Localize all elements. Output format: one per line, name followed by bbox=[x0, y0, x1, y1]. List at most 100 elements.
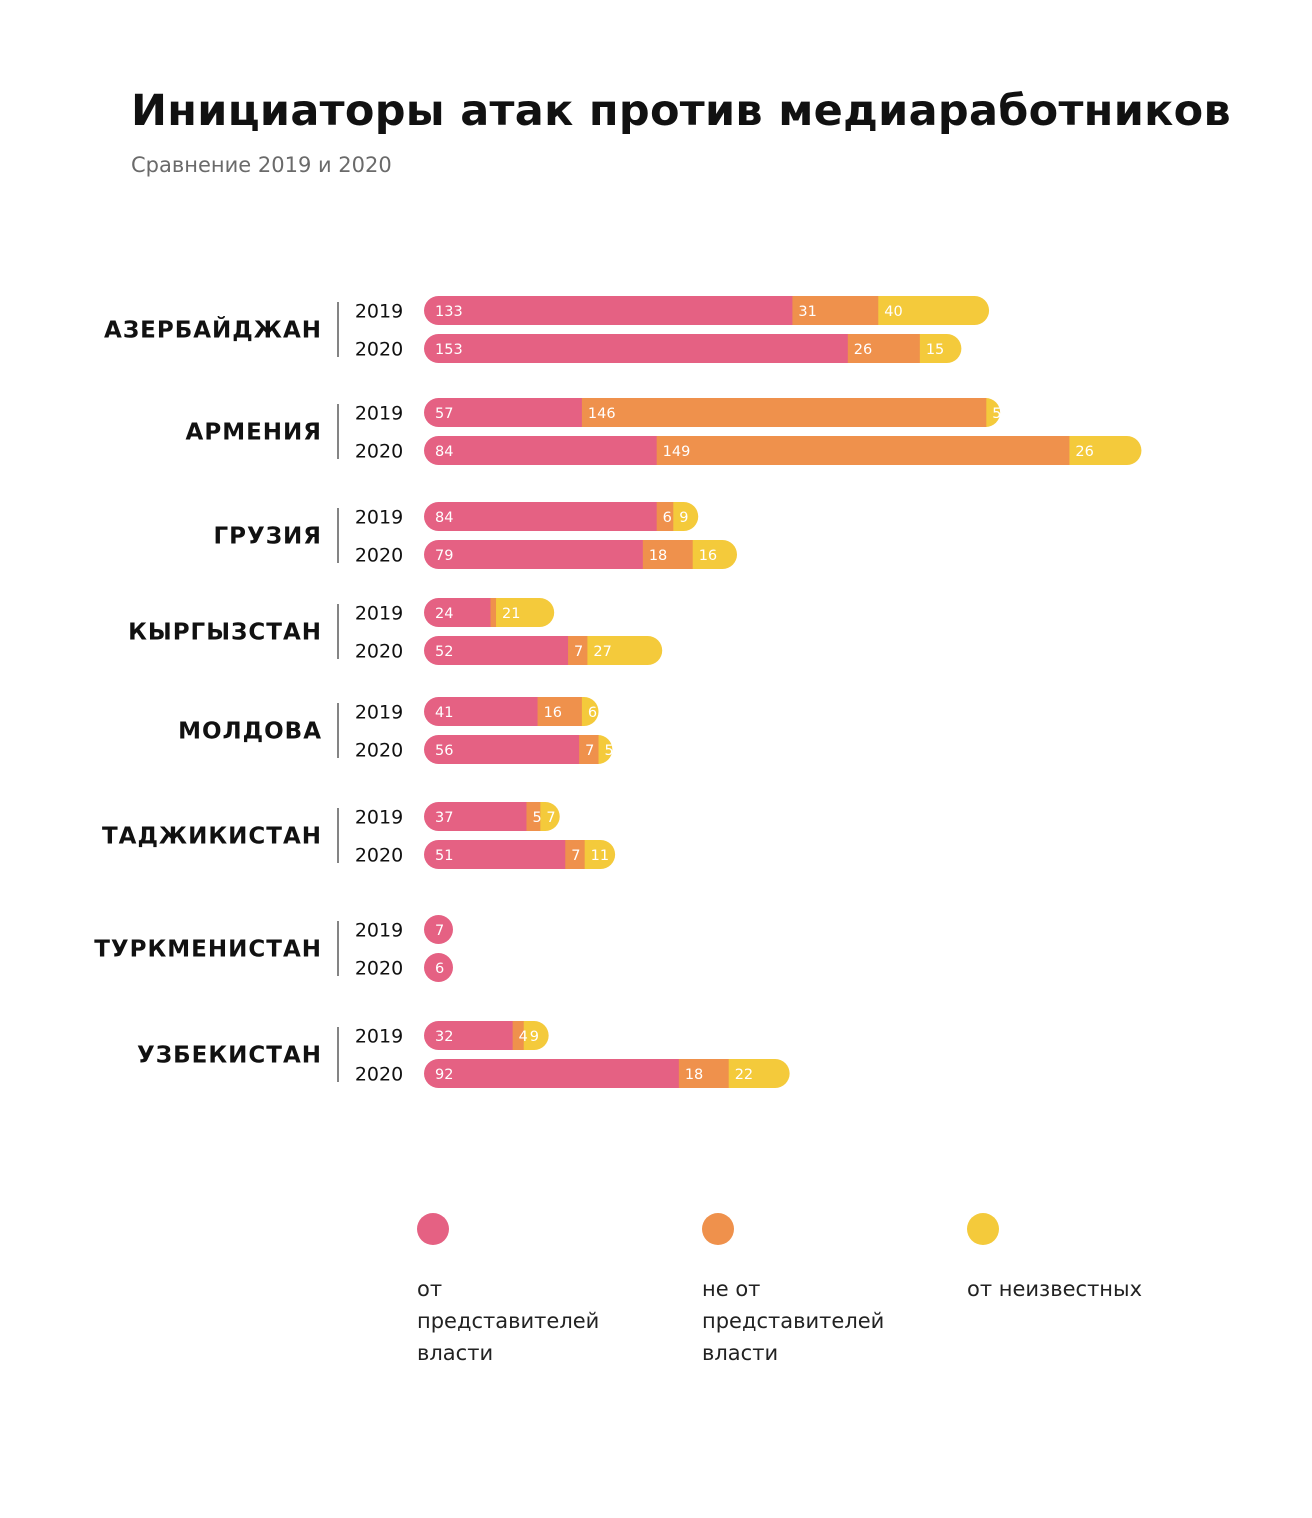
country-label: МОЛДОВА bbox=[178, 719, 322, 745]
value-label: 52 bbox=[435, 644, 453, 660]
segment-authorities bbox=[424, 953, 453, 982]
value-label: 4 bbox=[519, 1029, 528, 1045]
stacked-bar bbox=[424, 398, 1001, 427]
value-label: 16 bbox=[699, 548, 717, 564]
segment-non-authorities bbox=[568, 636, 588, 665]
year-label: 2020 bbox=[355, 441, 403, 463]
year-label: 2019 bbox=[355, 603, 403, 625]
segment-unknown bbox=[540, 802, 560, 831]
value-label: 18 bbox=[685, 1067, 703, 1083]
segment-non-authorities bbox=[537, 697, 583, 726]
legend-swatch-non-authorities bbox=[702, 1213, 734, 1245]
stacked-bar bbox=[424, 953, 453, 982]
value-label: 146 bbox=[588, 406, 616, 422]
stacked-bar bbox=[424, 636, 663, 665]
value-label: 56 bbox=[435, 743, 453, 759]
segment-authorities bbox=[424, 915, 453, 944]
segment-authorities bbox=[424, 735, 580, 764]
segment-non-authorities bbox=[526, 802, 541, 831]
value-label: 21 bbox=[502, 606, 520, 622]
segment-unknown bbox=[919, 334, 962, 363]
segment-authorities bbox=[424, 1059, 680, 1088]
segment-non-authorities bbox=[792, 296, 879, 325]
segment-non-authorities bbox=[678, 1059, 730, 1088]
segment-non-authorities bbox=[453, 915, 462, 944]
year-label: 2020 bbox=[355, 1064, 403, 1086]
stacked-bar-chart: АЗЕРБАЙДЖАН 2019 133 31 40 2020 153 26 15 АРМЕНИЯ… bbox=[94, 296, 1142, 1088]
value-label: 16 bbox=[544, 705, 562, 721]
value-label: 15 bbox=[926, 342, 944, 358]
value-label: 5 bbox=[992, 406, 1001, 422]
segment-unknown bbox=[986, 398, 1001, 427]
value-label: 57 bbox=[435, 406, 453, 422]
value-label: 7 bbox=[571, 848, 580, 864]
year-label: 2020 bbox=[355, 641, 403, 663]
year-label: 2019 bbox=[355, 507, 403, 529]
value-label: 92 bbox=[435, 1067, 453, 1083]
segment-non-authorities bbox=[581, 398, 987, 427]
value-label: 18 bbox=[649, 548, 667, 564]
country-label: ТАДЖИКИСТАН bbox=[102, 824, 322, 850]
year-label: 2019 bbox=[355, 807, 403, 829]
segment-authorities bbox=[424, 598, 491, 627]
segment-non-authorities bbox=[512, 1021, 525, 1050]
country-label: АЗЕРБАЙДЖАН bbox=[104, 316, 322, 344]
value-label: 26 bbox=[854, 342, 872, 358]
country-label: ТУРКМЕНИСТАН bbox=[94, 937, 322, 963]
segment-unknown bbox=[523, 1021, 549, 1050]
segment-non-authorities bbox=[656, 502, 674, 531]
value-label: 84 bbox=[435, 510, 453, 526]
value-label: 11 bbox=[591, 848, 609, 864]
segment-unknown bbox=[728, 1059, 790, 1088]
chart-title: Инициаторы атак против медиаработников bbox=[131, 86, 1231, 136]
value-label: 6 bbox=[663, 510, 672, 526]
year-label: 2020 bbox=[355, 545, 403, 567]
value-label: 7 bbox=[574, 644, 583, 660]
stacked-bar bbox=[424, 436, 1142, 465]
segment-authorities bbox=[424, 334, 849, 363]
stacked-bar bbox=[424, 1021, 549, 1050]
stacked-bar bbox=[424, 502, 699, 531]
value-label: 41 bbox=[435, 705, 453, 721]
segment-non-authorities bbox=[847, 334, 921, 363]
year-label: 2019 bbox=[355, 702, 403, 724]
segment-non-authorities bbox=[656, 436, 1070, 465]
year-label: 2019 bbox=[355, 403, 403, 425]
stacked-bar bbox=[424, 598, 555, 627]
segment-authorities bbox=[424, 398, 583, 427]
segment-authorities bbox=[424, 502, 658, 531]
value-label: 9 bbox=[530, 1029, 539, 1045]
year-label: 2019 bbox=[355, 301, 403, 323]
stacked-bar bbox=[424, 296, 990, 325]
segment-unknown bbox=[496, 598, 555, 627]
segment-unknown bbox=[587, 636, 663, 665]
segment-authorities bbox=[424, 697, 539, 726]
year-label: 2020 bbox=[355, 339, 403, 361]
segment-non-authorities bbox=[490, 598, 497, 627]
stacked-bar bbox=[424, 840, 616, 869]
year-label: 2020 bbox=[355, 958, 403, 980]
segment-authorities bbox=[424, 436, 658, 465]
segment-non-authorities bbox=[565, 840, 586, 869]
segment-unknown bbox=[584, 840, 616, 869]
value-label: 22 bbox=[735, 1067, 753, 1083]
segment-unknown bbox=[692, 540, 738, 569]
legend-label-authorities: от представителей власти bbox=[417, 1277, 600, 1365]
value-label: 6 bbox=[435, 961, 444, 977]
value-label: 37 bbox=[435, 810, 453, 826]
value-label: 153 bbox=[435, 342, 463, 358]
value-label: 32 bbox=[435, 1029, 453, 1045]
value-label: 7 bbox=[585, 743, 594, 759]
year-label: 2020 bbox=[355, 740, 403, 762]
country-label: КЫРГЫЗСТАН bbox=[128, 620, 322, 646]
value-label: 27 bbox=[593, 644, 611, 660]
legend-label-unknown: от неизвестных bbox=[967, 1277, 1143, 1301]
segment-unknown bbox=[878, 296, 990, 325]
year-label: 2019 bbox=[355, 920, 403, 942]
year-label: 2020 bbox=[355, 845, 403, 867]
legend-swatch-authorities bbox=[417, 1213, 449, 1245]
legend-item-unknown: от неизвестных bbox=[967, 1213, 1177, 1305]
segment-authorities bbox=[424, 540, 644, 569]
segment-authorities bbox=[424, 802, 527, 831]
value-label: 133 bbox=[435, 304, 463, 320]
